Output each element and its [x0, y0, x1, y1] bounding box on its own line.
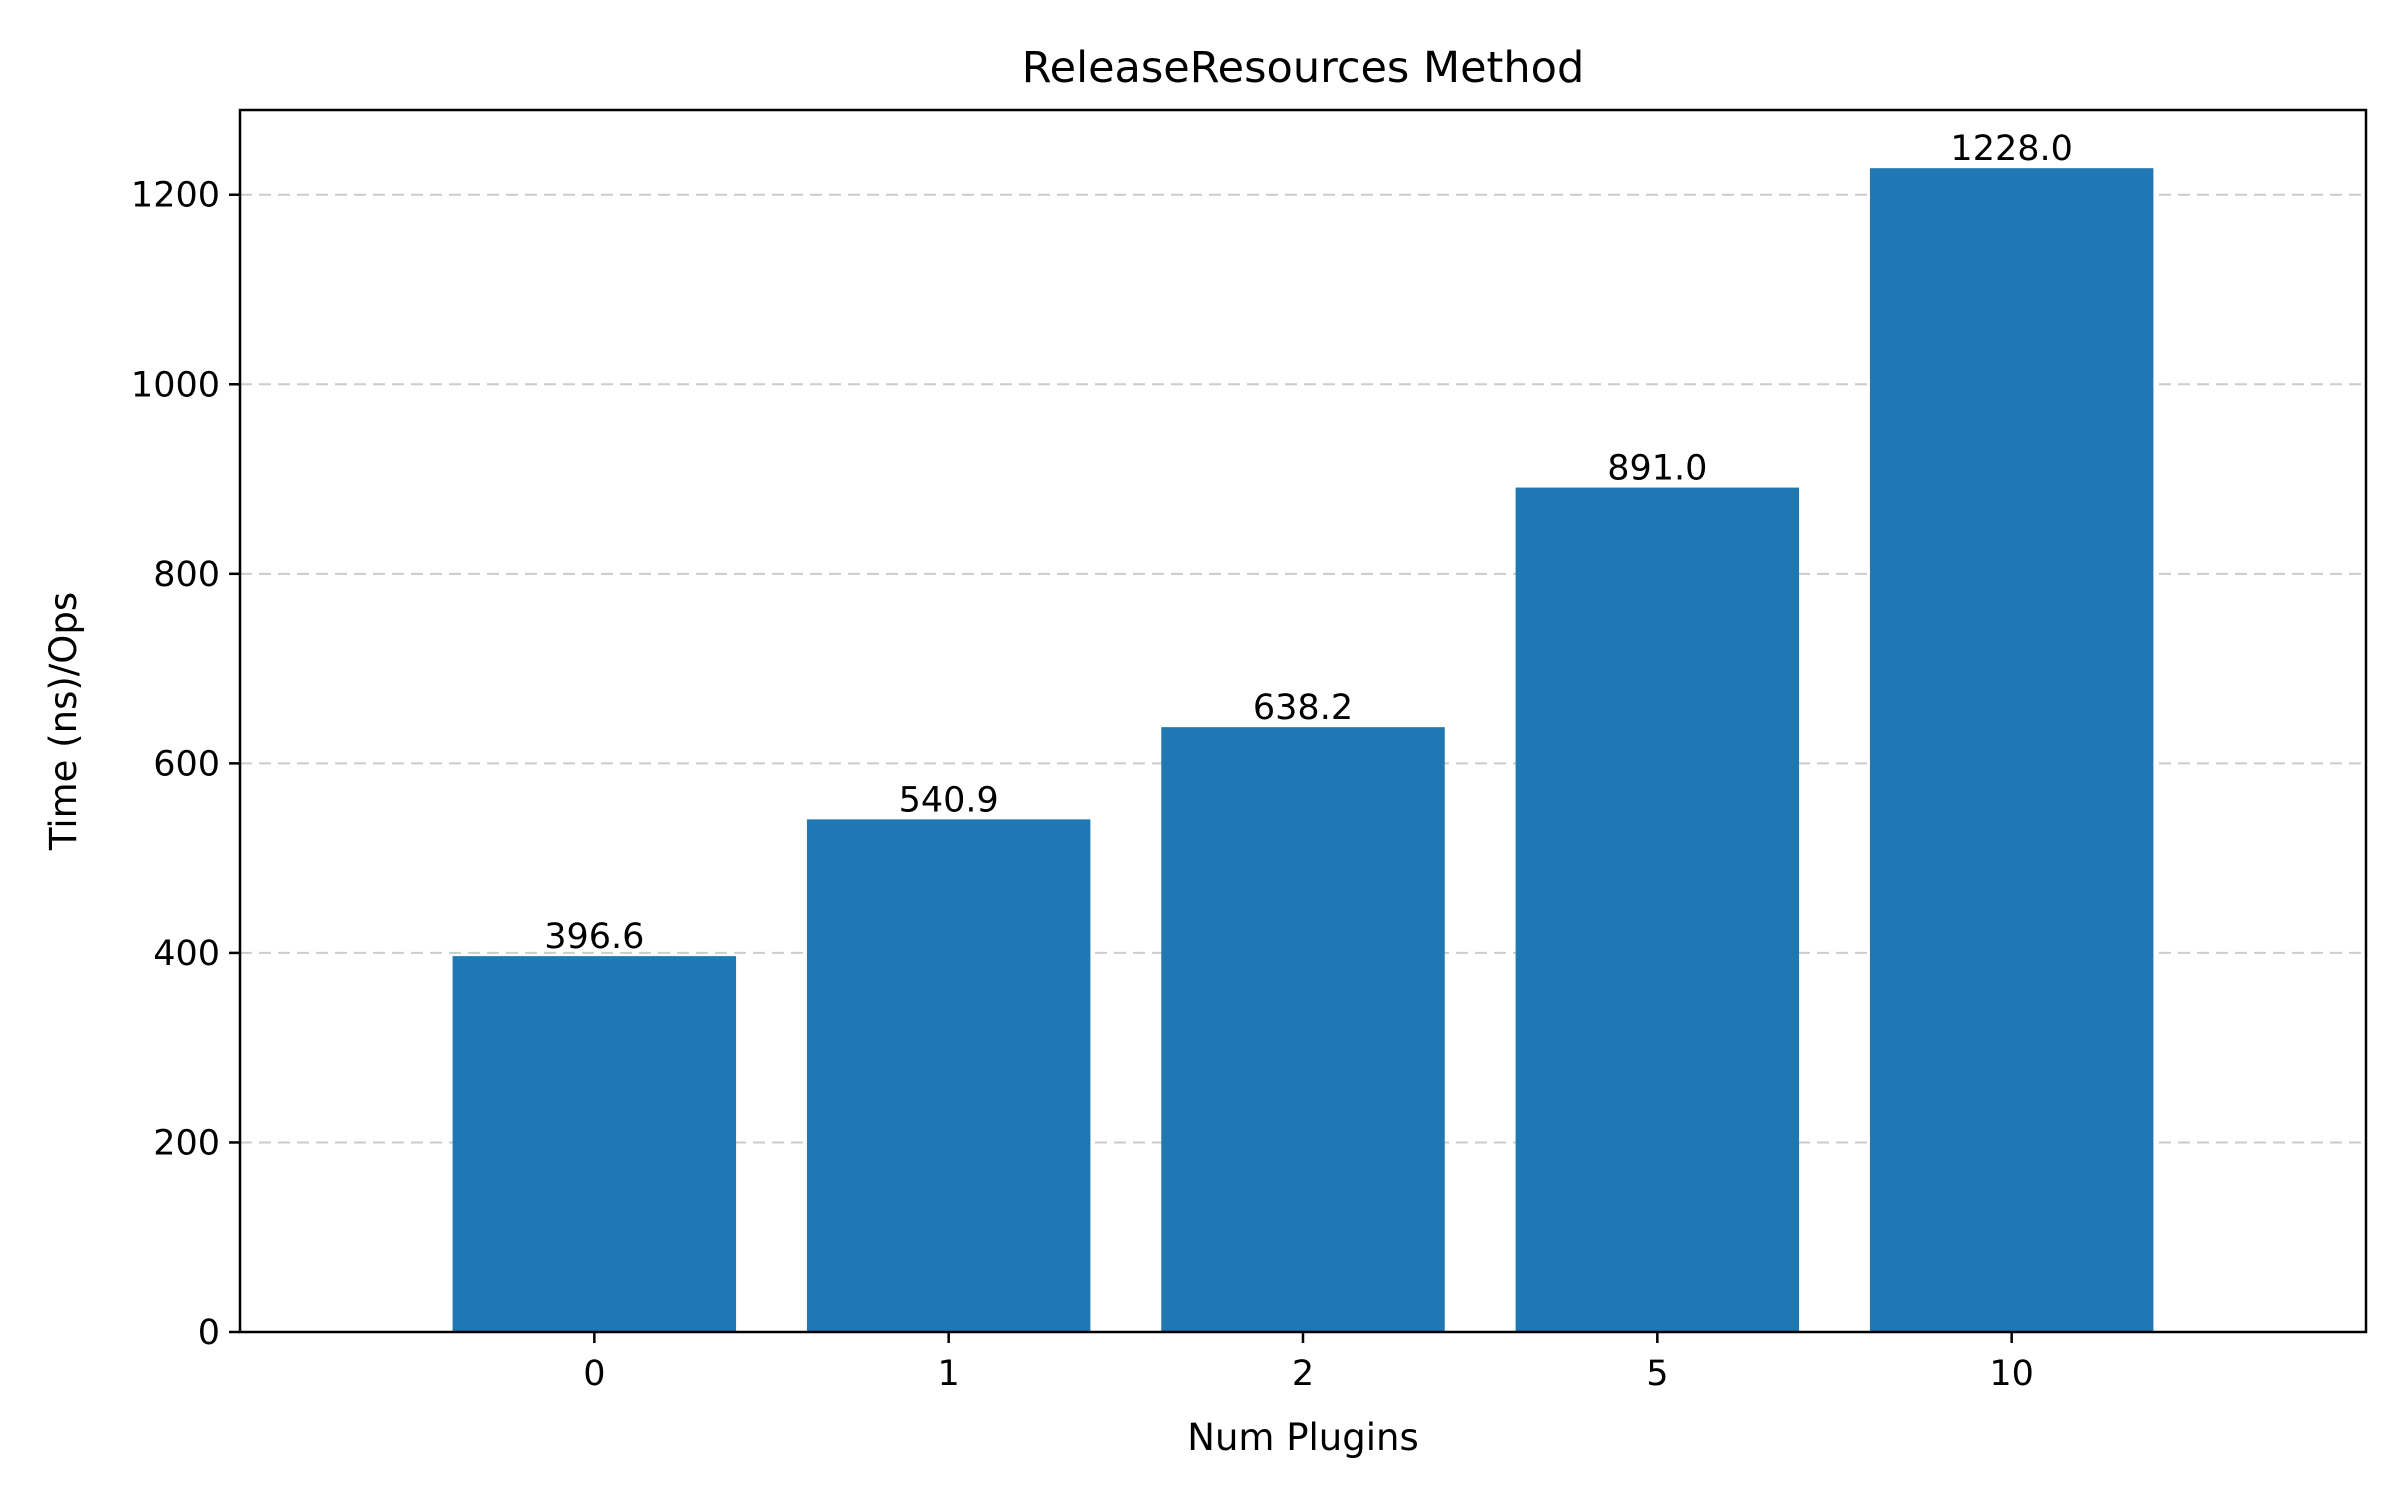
- bar-0: [452, 956, 737, 1332]
- y-tick-label: 600: [153, 744, 220, 784]
- data-label-2: 638.2: [1253, 688, 1353, 728]
- data-label-1: 540.9: [899, 780, 999, 820]
- bars: [452, 168, 2154, 1333]
- x-axis-label: Num Plugins: [1187, 1416, 1418, 1459]
- bar-5: [1515, 487, 1800, 1332]
- y-axis-label: Time (ns)/Ops: [42, 592, 85, 851]
- y-tick-label: 200: [153, 1123, 220, 1163]
- data-label-0: 396.6: [544, 917, 644, 957]
- data-label-10: 1228.0: [1950, 129, 2072, 169]
- x-tick-label: 5: [1646, 1354, 1668, 1394]
- data-labels: 396.6 540.9 638.2 891.0 1228.0: [544, 129, 2073, 957]
- chart-title: ReleaseResources Method: [1022, 43, 1585, 93]
- y-tick-label: 1000: [131, 365, 220, 405]
- x-axis-ticks: 0 1 2 5 10: [583, 1332, 2034, 1394]
- x-tick-label: 10: [1989, 1354, 2034, 1394]
- bar-2: [1161, 727, 1445, 1332]
- y-tick-label: 1200: [131, 176, 220, 216]
- data-label-5: 891.0: [1607, 449, 1707, 489]
- x-tick-label: 0: [583, 1354, 605, 1394]
- y-tick-label: 800: [153, 555, 220, 595]
- y-tick-label: 400: [153, 934, 220, 974]
- x-tick-label: 1: [938, 1354, 960, 1394]
- y-tick-label: 0: [198, 1313, 220, 1353]
- bar-10: [1869, 168, 2154, 1333]
- x-tick-label: 2: [1292, 1354, 1314, 1394]
- bar-1: [806, 819, 1091, 1332]
- y-axis-ticks: 0 200 400 600 800 1000 1200: [131, 176, 240, 1353]
